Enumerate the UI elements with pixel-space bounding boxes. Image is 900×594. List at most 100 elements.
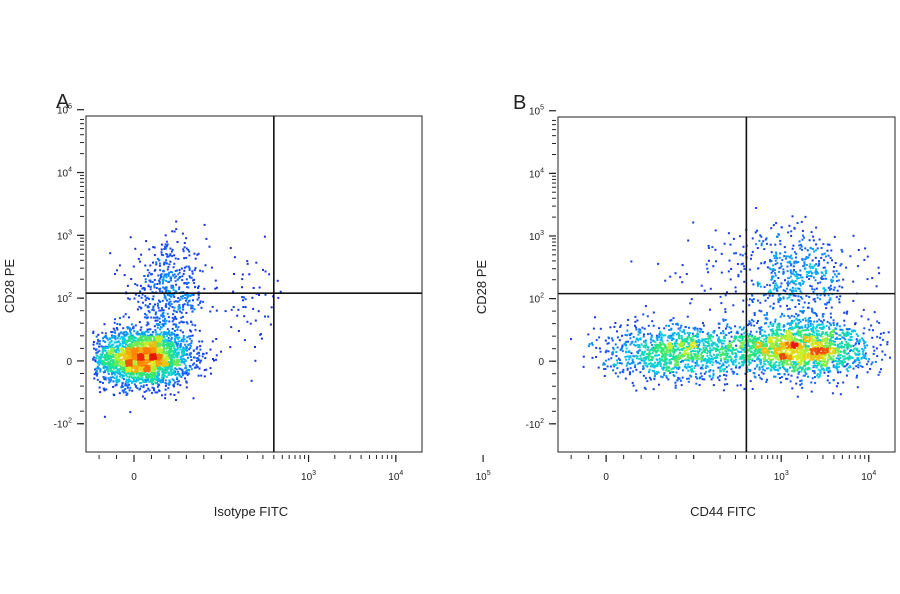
event-dot	[111, 360, 114, 363]
event-dot	[889, 356, 891, 359]
event-dot	[107, 355, 110, 358]
event-dot	[821, 321, 824, 324]
event-dot	[863, 344, 866, 347]
event-dot	[732, 359, 735, 362]
event-dot	[884, 353, 887, 356]
event-dot	[150, 368, 153, 371]
event-dot	[760, 262, 763, 265]
event-dot	[180, 267, 183, 270]
event-dot	[695, 344, 698, 347]
event-dot	[187, 356, 189, 359]
event-dot	[196, 298, 199, 301]
event-dot	[790, 290, 793, 292]
event-dot	[838, 325, 841, 328]
event-dot	[181, 275, 184, 278]
event-dot	[176, 241, 179, 243]
event-dot	[650, 365, 653, 368]
event-dot	[108, 352, 111, 355]
event-dot	[165, 286, 168, 289]
event-dot	[126, 392, 129, 395]
event-dot	[162, 339, 165, 342]
event-dot	[132, 372, 135, 375]
event-dot	[846, 347, 849, 350]
event-dot	[114, 335, 117, 338]
event-dot	[624, 377, 627, 380]
event-dot	[133, 330, 136, 333]
event-dot	[117, 358, 120, 361]
event-dot	[724, 345, 727, 348]
event-dot	[110, 334, 113, 337]
event-dot	[188, 343, 191, 346]
event-dot	[646, 315, 649, 318]
event-dot	[118, 349, 121, 352]
event-dot	[160, 326, 163, 329]
event-dot	[270, 306, 273, 309]
event-dot	[121, 358, 124, 361]
event-dot	[148, 279, 151, 282]
event-dot	[619, 362, 622, 365]
event-dot	[809, 284, 812, 287]
event-dot	[664, 279, 667, 282]
event-dot	[136, 308, 139, 311]
event-dot	[764, 334, 767, 337]
event-dot	[146, 337, 149, 340]
event-dot	[158, 354, 161, 357]
event-dot	[624, 334, 627, 336]
event-dot	[185, 380, 188, 383]
event-dot	[779, 329, 782, 332]
event-dot	[167, 387, 170, 390]
event-dot	[651, 369, 654, 372]
event-dot	[264, 293, 267, 296]
event-dot	[157, 361, 160, 364]
event-dot	[118, 333, 121, 336]
event-dot	[116, 372, 119, 375]
event-dot	[836, 345, 839, 348]
event-dot	[722, 362, 725, 365]
event-dot	[821, 272, 824, 275]
event-dot	[172, 379, 175, 382]
event-dot	[612, 363, 615, 366]
event-dot	[866, 255, 869, 258]
event-dot	[104, 354, 107, 357]
event-dot	[758, 374, 760, 377]
event-dot	[675, 371, 678, 374]
event-dot	[626, 355, 629, 358]
event-dot	[114, 331, 117, 334]
event-dot	[153, 346, 156, 349]
event-dot	[170, 373, 173, 376]
event-dot	[818, 238, 821, 241]
event-dot	[723, 242, 726, 245]
event-dot	[151, 376, 154, 378]
event-dot	[148, 297, 150, 300]
event-dot	[150, 369, 153, 372]
event-dot	[746, 370, 749, 373]
event-dot	[804, 374, 806, 377]
event-dot	[839, 338, 842, 340]
event-dot	[812, 328, 815, 331]
event-dot	[161, 309, 164, 312]
event-dot	[833, 324, 835, 327]
event-dot	[812, 311, 815, 314]
x-tick-label: 104	[388, 470, 403, 483]
event-dot	[175, 341, 178, 344]
event-dot	[179, 310, 182, 313]
event-dot	[124, 387, 127, 390]
event-dot	[698, 384, 701, 386]
event-dot	[718, 375, 721, 377]
event-dot	[101, 349, 104, 352]
event-dot	[199, 361, 202, 364]
event-dot	[185, 237, 188, 240]
event-dot	[144, 347, 147, 350]
event-dot	[649, 337, 652, 340]
event-dot	[771, 328, 774, 331]
event-dot	[843, 337, 846, 340]
event-dot	[179, 384, 182, 387]
event-dot	[174, 323, 177, 326]
event-dot	[121, 340, 124, 343]
event-dot	[604, 339, 607, 342]
event-dot	[636, 357, 638, 360]
event-dot	[729, 243, 732, 246]
event-dot	[181, 372, 184, 375]
event-dot	[636, 351, 639, 353]
event-dot	[743, 268, 746, 270]
